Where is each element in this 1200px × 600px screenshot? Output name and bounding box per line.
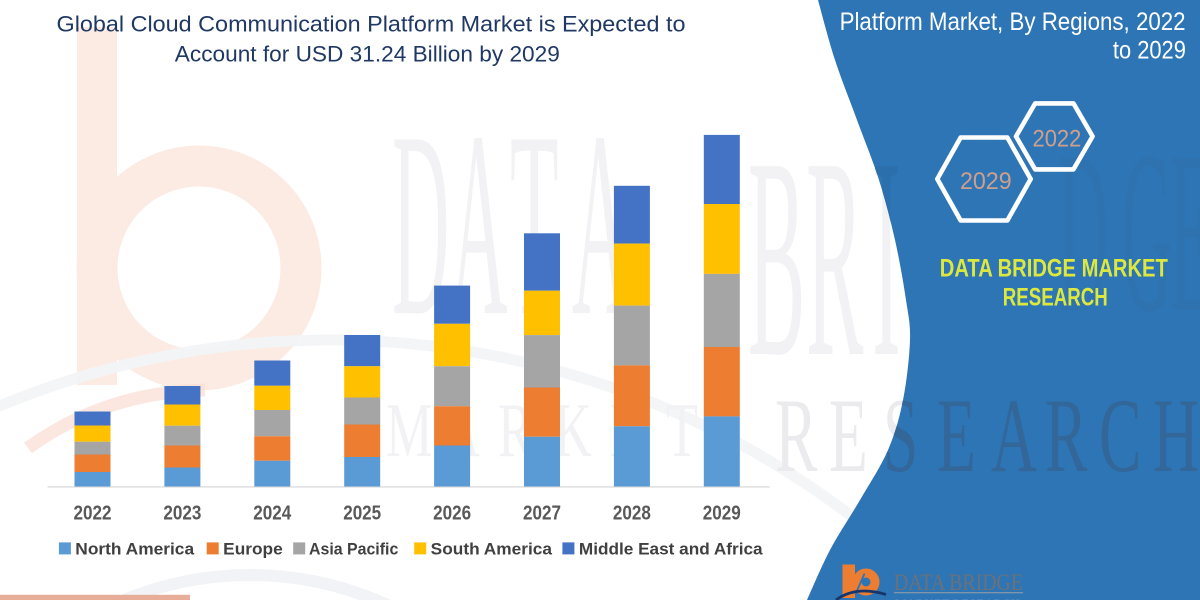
- svg-text:South America: South America: [431, 540, 553, 559]
- svg-text:2029: 2029: [960, 168, 1012, 195]
- svg-text:Account for USD 31.24 Billion: Account for USD 31.24 Billion by 2029: [175, 42, 560, 67]
- svg-text:2022: 2022: [74, 503, 112, 525]
- svg-text:2026: 2026: [433, 503, 471, 525]
- svg-text:DATA BRIDGE: DATA BRIDGE: [894, 570, 1023, 596]
- svg-text:2024: 2024: [253, 503, 292, 525]
- svg-text:2023: 2023: [163, 503, 201, 525]
- svg-text:Europe: Europe: [223, 540, 282, 559]
- svg-text:Global Cloud Communication Pla: Global Cloud Communication Platform Mark…: [57, 12, 686, 37]
- svg-text:2022: 2022: [1033, 125, 1082, 152]
- svg-text:2025: 2025: [343, 503, 381, 525]
- svg-text:Middle East and Africa: Middle East and Africa: [579, 540, 763, 559]
- svg-text:DATA: DATA: [392, 79, 629, 372]
- svg-text:Asia Pacific: Asia Pacific: [309, 540, 398, 559]
- svg-text:to 2029: to 2029: [1113, 37, 1186, 65]
- svg-text:RESEARCH: RESEARCH: [1003, 284, 1108, 312]
- svg-text:2028: 2028: [613, 503, 651, 525]
- svg-text:DGE: DGE: [1058, 104, 1200, 361]
- svg-text:2029: 2029: [703, 503, 741, 525]
- svg-text:2027: 2027: [523, 503, 561, 525]
- svg-text:North America: North America: [75, 540, 194, 559]
- svg-text:Platform Market, By Regions, 2: Platform Market, By Regions, 2022: [840, 8, 1186, 36]
- svg-text:DATA BRIDGE MARKET: DATA BRIDGE MARKET: [940, 255, 1168, 283]
- svg-text:MARKET RESEARCH: MARKET RESEARCH: [895, 599, 1020, 600]
